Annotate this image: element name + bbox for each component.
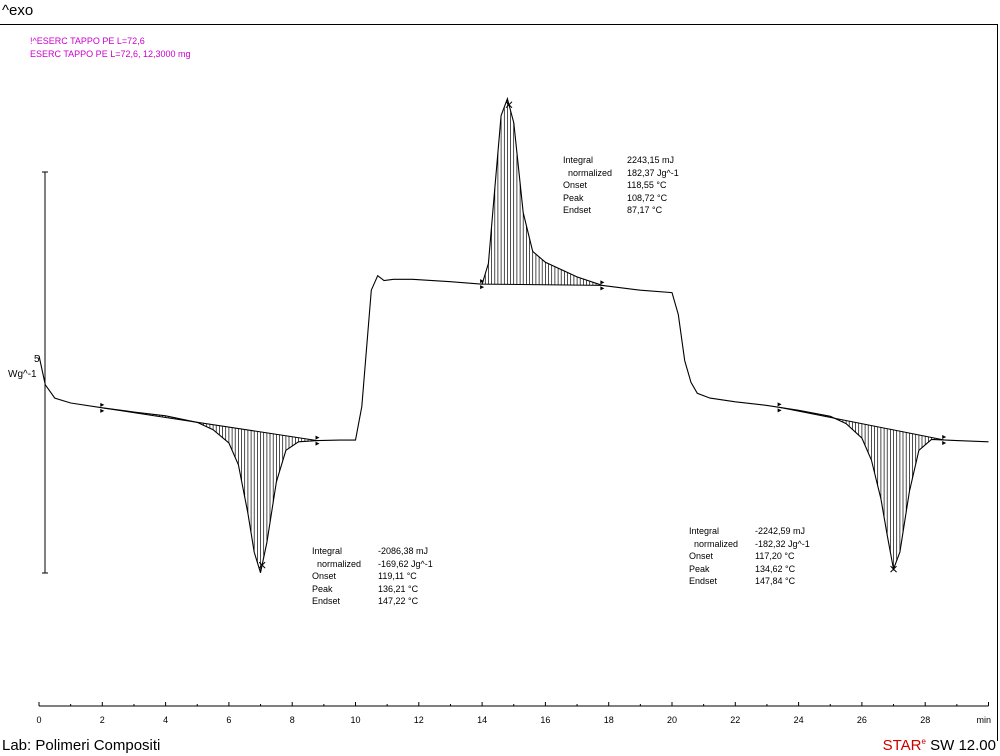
ann-key: normalized (563, 167, 613, 178)
x-tick-label: 12 (414, 715, 424, 725)
peak-limit-marker (600, 280, 605, 291)
y-tick-label: 5 (34, 354, 40, 365)
software-version: SW 12.00 (925, 737, 996, 754)
software-star: STAR (882, 737, 922, 754)
ann-key: Endset (689, 576, 718, 586)
peak-limit-marker (777, 402, 782, 413)
ann-value: 136,21 °C (378, 583, 419, 594)
software-label: STARe SW 12.00 (883, 737, 996, 754)
lab-label: Lab: Polimeri Compositi (2, 737, 161, 754)
peak-hatching (105, 408, 315, 573)
peak-limit-marker (100, 402, 105, 413)
x-tick-label: 28 (920, 715, 930, 725)
ann-value: -169,62 Jg^-1 (378, 558, 433, 569)
ann-key: normalized (689, 538, 739, 549)
ann-key: Integral (312, 546, 343, 556)
ann-value: 182,37 Jg^-1 (627, 167, 679, 178)
dsc-curve (38, 96, 989, 573)
ann-value: 147,84 °C (755, 576, 796, 586)
x-tick-label: 4 (163, 715, 168, 725)
ann-key: Integral (563, 155, 594, 165)
peak-limit-marker (942, 434, 947, 445)
x-tick-label: 2 (100, 715, 105, 725)
x-tick-label: 22 (730, 715, 740, 725)
x-tick-label: 24 (794, 715, 804, 725)
ann-key: normalized (312, 558, 362, 569)
ann-key: Peak (563, 192, 584, 203)
legend-entry-1: !^ESERC TAPPO PE L=72,6 (30, 36, 145, 46)
x-tick-label: 16 (540, 715, 550, 725)
exo-label: ^exo (2, 2, 34, 19)
ann-value: 117,20 °C (755, 551, 795, 561)
x-tick-label: 20 (667, 715, 677, 725)
x-axis-label: min (976, 715, 991, 725)
peak-limit-marker (315, 435, 320, 446)
annotation-peak-3: Integral -2242,59 mJ normalized -182,32 Jg… (689, 525, 810, 588)
ann-value: 134,62 °C (755, 563, 796, 574)
ann-value: -2086,38 mJ (378, 546, 429, 556)
x-tick-label: 6 (226, 715, 231, 725)
ann-key: Onset (563, 180, 588, 190)
annotation-peak-2: Integral 2243,15 mJ normalized 182,37 Jg^-… (563, 154, 679, 217)
peak-baseline (482, 283, 603, 286)
y-unit-label: Wg^-1 (8, 369, 37, 380)
x-tick-label: 0 (36, 715, 41, 725)
ann-key: Endset (563, 205, 592, 215)
ann-value: -182,32 Jg^-1 (755, 538, 810, 549)
annotation-peak-1: Integral -2086,38 mJ normalized -169,62 Jg… (312, 545, 433, 608)
x-tick-label: 14 (477, 715, 487, 725)
peak-hatching (484, 98, 600, 286)
ann-key: Endset (312, 596, 341, 606)
ann-key: Onset (312, 571, 337, 581)
software-sup: e (921, 737, 926, 746)
x-tick-label: 18 (604, 715, 614, 725)
ann-key: Onset (689, 551, 714, 561)
plot-frame (0, 24, 998, 741)
peak-baseline (102, 407, 318, 442)
ann-value: 2243,15 mJ (627, 155, 675, 165)
x-tick-label: 8 (290, 715, 295, 725)
x-tick-label: 26 (857, 715, 867, 725)
legend-entry-2: ESERC TAPPO PE L=72,6, 12,3000 mg (30, 49, 191, 59)
ann-value: 108,72 °C (627, 192, 668, 203)
ann-key: Integral (689, 526, 720, 536)
x-tick-label: 10 (350, 715, 360, 725)
ann-value: 147,22 °C (378, 596, 419, 606)
ann-key: Peak (689, 563, 710, 574)
ann-value: 87,17 °C (627, 205, 663, 215)
ann-value: 119,11 °C (378, 571, 417, 581)
peak-baseline (779, 406, 945, 441)
ann-value: 118,55 °C (627, 180, 667, 190)
ann-value: -2242,59 mJ (755, 526, 806, 536)
ann-key: Peak (312, 583, 333, 594)
